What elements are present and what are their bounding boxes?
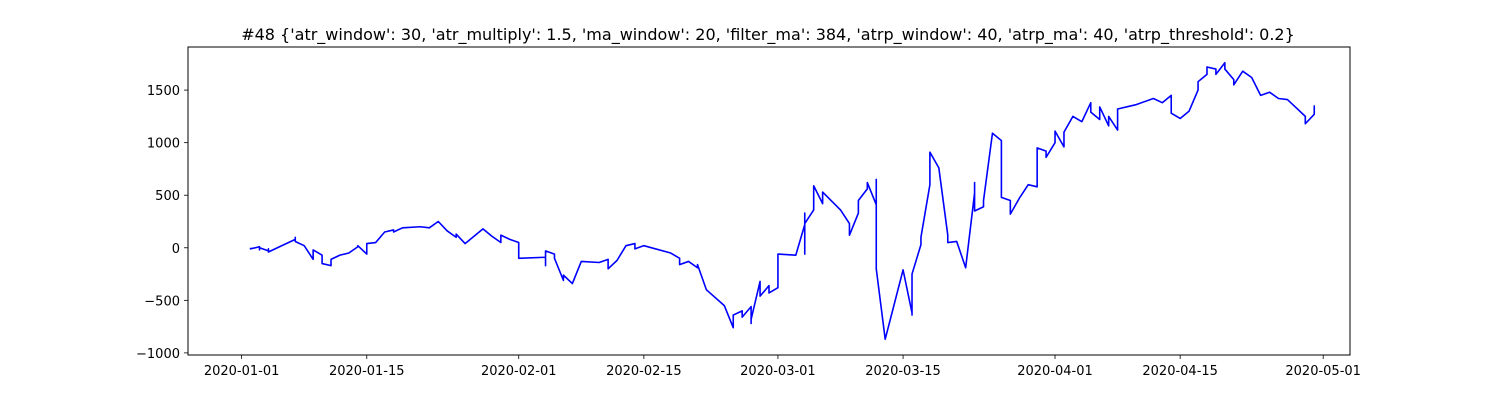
x-tick-label-2: 2020-02-01	[481, 364, 557, 379]
y-tick-label-1: −500	[144, 294, 180, 309]
chart-title: #48 {'atr_window': 30, 'atr_multiply': 1…	[241, 25, 1295, 45]
y-tick-label-5: 1500	[147, 84, 180, 99]
y-tick-label-2: 0	[172, 242, 180, 257]
series-line-0	[249, 61, 1316, 341]
y-tick-label-3: 500	[155, 189, 180, 204]
x-tick-label-3: 2020-02-15	[606, 364, 682, 379]
x-axis: 2020-01-01 2020-01-15 2020-02-01 2020-02-15…	[204, 355, 1361, 379]
y-tick-label-0: −1000	[136, 347, 180, 362]
x-tick-label-4: 2020-03-01	[740, 364, 816, 379]
plot-frame	[187, 46, 1351, 356]
x-tick-label-7: 2020-04-15	[1142, 364, 1218, 379]
x-tick-label-5: 2020-03-15	[865, 364, 941, 379]
x-tick-label-0: 2020-01-01	[204, 364, 280, 379]
plot-area	[249, 61, 1316, 341]
x-tick-label-8: 2020-05-01	[1285, 364, 1361, 379]
y-tick-label-4: 1000	[147, 137, 180, 152]
y-axis: −1000 −500 0 500 1000 1500	[136, 84, 188, 362]
x-tick-label-1: 2020-01-15	[329, 364, 405, 379]
x-tick-label-6: 2020-04-01	[1017, 364, 1093, 379]
